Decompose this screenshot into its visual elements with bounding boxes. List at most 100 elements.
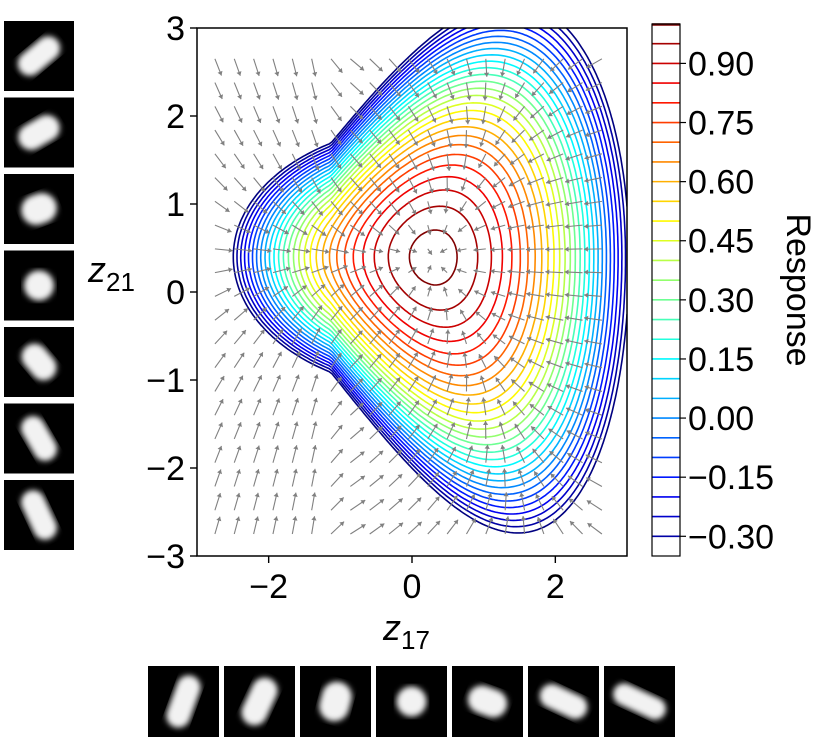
gradient-arrow xyxy=(233,129,244,147)
gradient-arrow xyxy=(350,426,365,440)
gradient-arrow xyxy=(408,521,423,535)
gradient-arrow xyxy=(545,337,564,345)
gradient-arrow xyxy=(407,153,418,170)
gradient-arrow xyxy=(584,177,603,183)
contour-level xyxy=(255,35,608,496)
gradient-arrow xyxy=(446,58,456,76)
gradient-arrow xyxy=(311,397,318,416)
gradient-arrow xyxy=(292,266,310,274)
gradient-arrow xyxy=(272,177,284,193)
gradient-arrow xyxy=(566,105,583,115)
gradient-arrow xyxy=(330,424,343,440)
gradient-arrow xyxy=(272,374,281,392)
contour-plot xyxy=(196,27,628,557)
gradient-arrow xyxy=(496,106,506,123)
gradient-arrow xyxy=(526,336,545,345)
gradient-arrow xyxy=(369,450,384,464)
gradient-arrow xyxy=(272,328,284,345)
contour-level xyxy=(268,54,595,475)
y-tick-label: 0 xyxy=(166,274,185,312)
gradient-arrow xyxy=(459,201,467,212)
colorbar-tick-label: 0.75 xyxy=(688,105,754,143)
gradient-arrow xyxy=(253,286,270,297)
gradient-arrow xyxy=(427,307,433,321)
gradient-arrow xyxy=(462,352,468,368)
gradient-arrow xyxy=(291,374,300,392)
y-axis-ticks: 3 2 1 0 −1 −2 −3 xyxy=(146,10,197,576)
gradient-arrow xyxy=(585,454,603,464)
gradient-arrow xyxy=(272,351,282,368)
gradient-arrow xyxy=(214,445,223,463)
gradient-arrow xyxy=(464,374,470,392)
shape-thumbnail xyxy=(4,21,74,91)
gradient-arrow xyxy=(446,398,455,416)
shape-thumbnail xyxy=(452,666,523,737)
gradient-arrow xyxy=(349,129,364,144)
gradient-arrow xyxy=(532,448,545,464)
gradient-arrow xyxy=(233,445,242,463)
gradient-arrow xyxy=(493,355,506,369)
gradient-arrow xyxy=(369,523,385,535)
gradient-arrow xyxy=(533,470,545,487)
gradient-arrow xyxy=(492,334,506,345)
gradient-arrow xyxy=(349,177,363,192)
contour-level xyxy=(247,28,616,509)
gradient-arrow xyxy=(330,400,343,416)
gradient-arrow xyxy=(490,224,506,231)
y-tick-label: 3 xyxy=(166,10,185,48)
gradient-arrow xyxy=(291,58,299,77)
gradient-arrow xyxy=(233,398,243,416)
gradient-arrow xyxy=(442,286,448,297)
gradient-arrow xyxy=(507,246,525,253)
gradient-arrow xyxy=(550,473,564,487)
gradient-arrow xyxy=(291,328,302,345)
gradient-arrow xyxy=(407,82,420,98)
gradient-arrow xyxy=(465,421,473,440)
gradient-arrow xyxy=(548,428,564,440)
gradient-arrow xyxy=(427,447,439,464)
gradient-arrow xyxy=(514,423,525,440)
gradient-arrow xyxy=(444,177,450,193)
shape-thumbnail xyxy=(4,327,74,397)
gradient-arrow xyxy=(497,399,506,416)
gradient-arrow xyxy=(516,446,526,463)
gradient-arrow xyxy=(291,516,298,535)
gradient-arrow xyxy=(272,421,280,440)
gradient-arrow xyxy=(465,493,476,511)
gradient-arrow xyxy=(463,130,469,149)
gradient-arrow xyxy=(526,314,545,321)
x-axis-label: z17 xyxy=(382,607,430,655)
x-axis-ticks: −2 0 2 xyxy=(249,556,565,606)
gradient-arrow xyxy=(517,469,526,487)
gradient-arrow xyxy=(564,246,583,252)
gradient-arrow xyxy=(478,353,487,368)
gradient-arrow xyxy=(350,475,366,487)
gradient-arrow xyxy=(330,129,342,146)
gradient-arrow xyxy=(564,200,583,207)
y-tick-label: −2 xyxy=(146,450,185,488)
gradient-arrow xyxy=(408,472,422,487)
gradient-arrow xyxy=(408,266,417,274)
gradient-arrow xyxy=(407,224,416,235)
gradient-arrow xyxy=(446,129,453,148)
gradient-arrow xyxy=(369,82,383,96)
gradient-arrow xyxy=(214,516,222,535)
gradient-arrow xyxy=(292,224,308,236)
gradient-arrow xyxy=(479,375,487,392)
gradient-arrow xyxy=(566,430,583,440)
gradient-arrow xyxy=(214,153,227,169)
gradient-arrow xyxy=(407,129,419,146)
gradient-arrow xyxy=(272,58,280,77)
gradient-arrow xyxy=(465,106,471,125)
gradient-arrow xyxy=(583,223,602,229)
gradient-arrow xyxy=(214,422,223,440)
gradient-arrow xyxy=(234,267,252,274)
gradient-arrow xyxy=(508,335,525,345)
gradient-arrow xyxy=(330,329,343,345)
gradient-arrow xyxy=(350,58,365,71)
gradient-arrow xyxy=(214,398,224,416)
gradient-arrow xyxy=(350,499,366,511)
gradient-arrow xyxy=(407,58,420,74)
gradient-arrow xyxy=(408,248,418,254)
gradient-arrow xyxy=(291,200,305,216)
